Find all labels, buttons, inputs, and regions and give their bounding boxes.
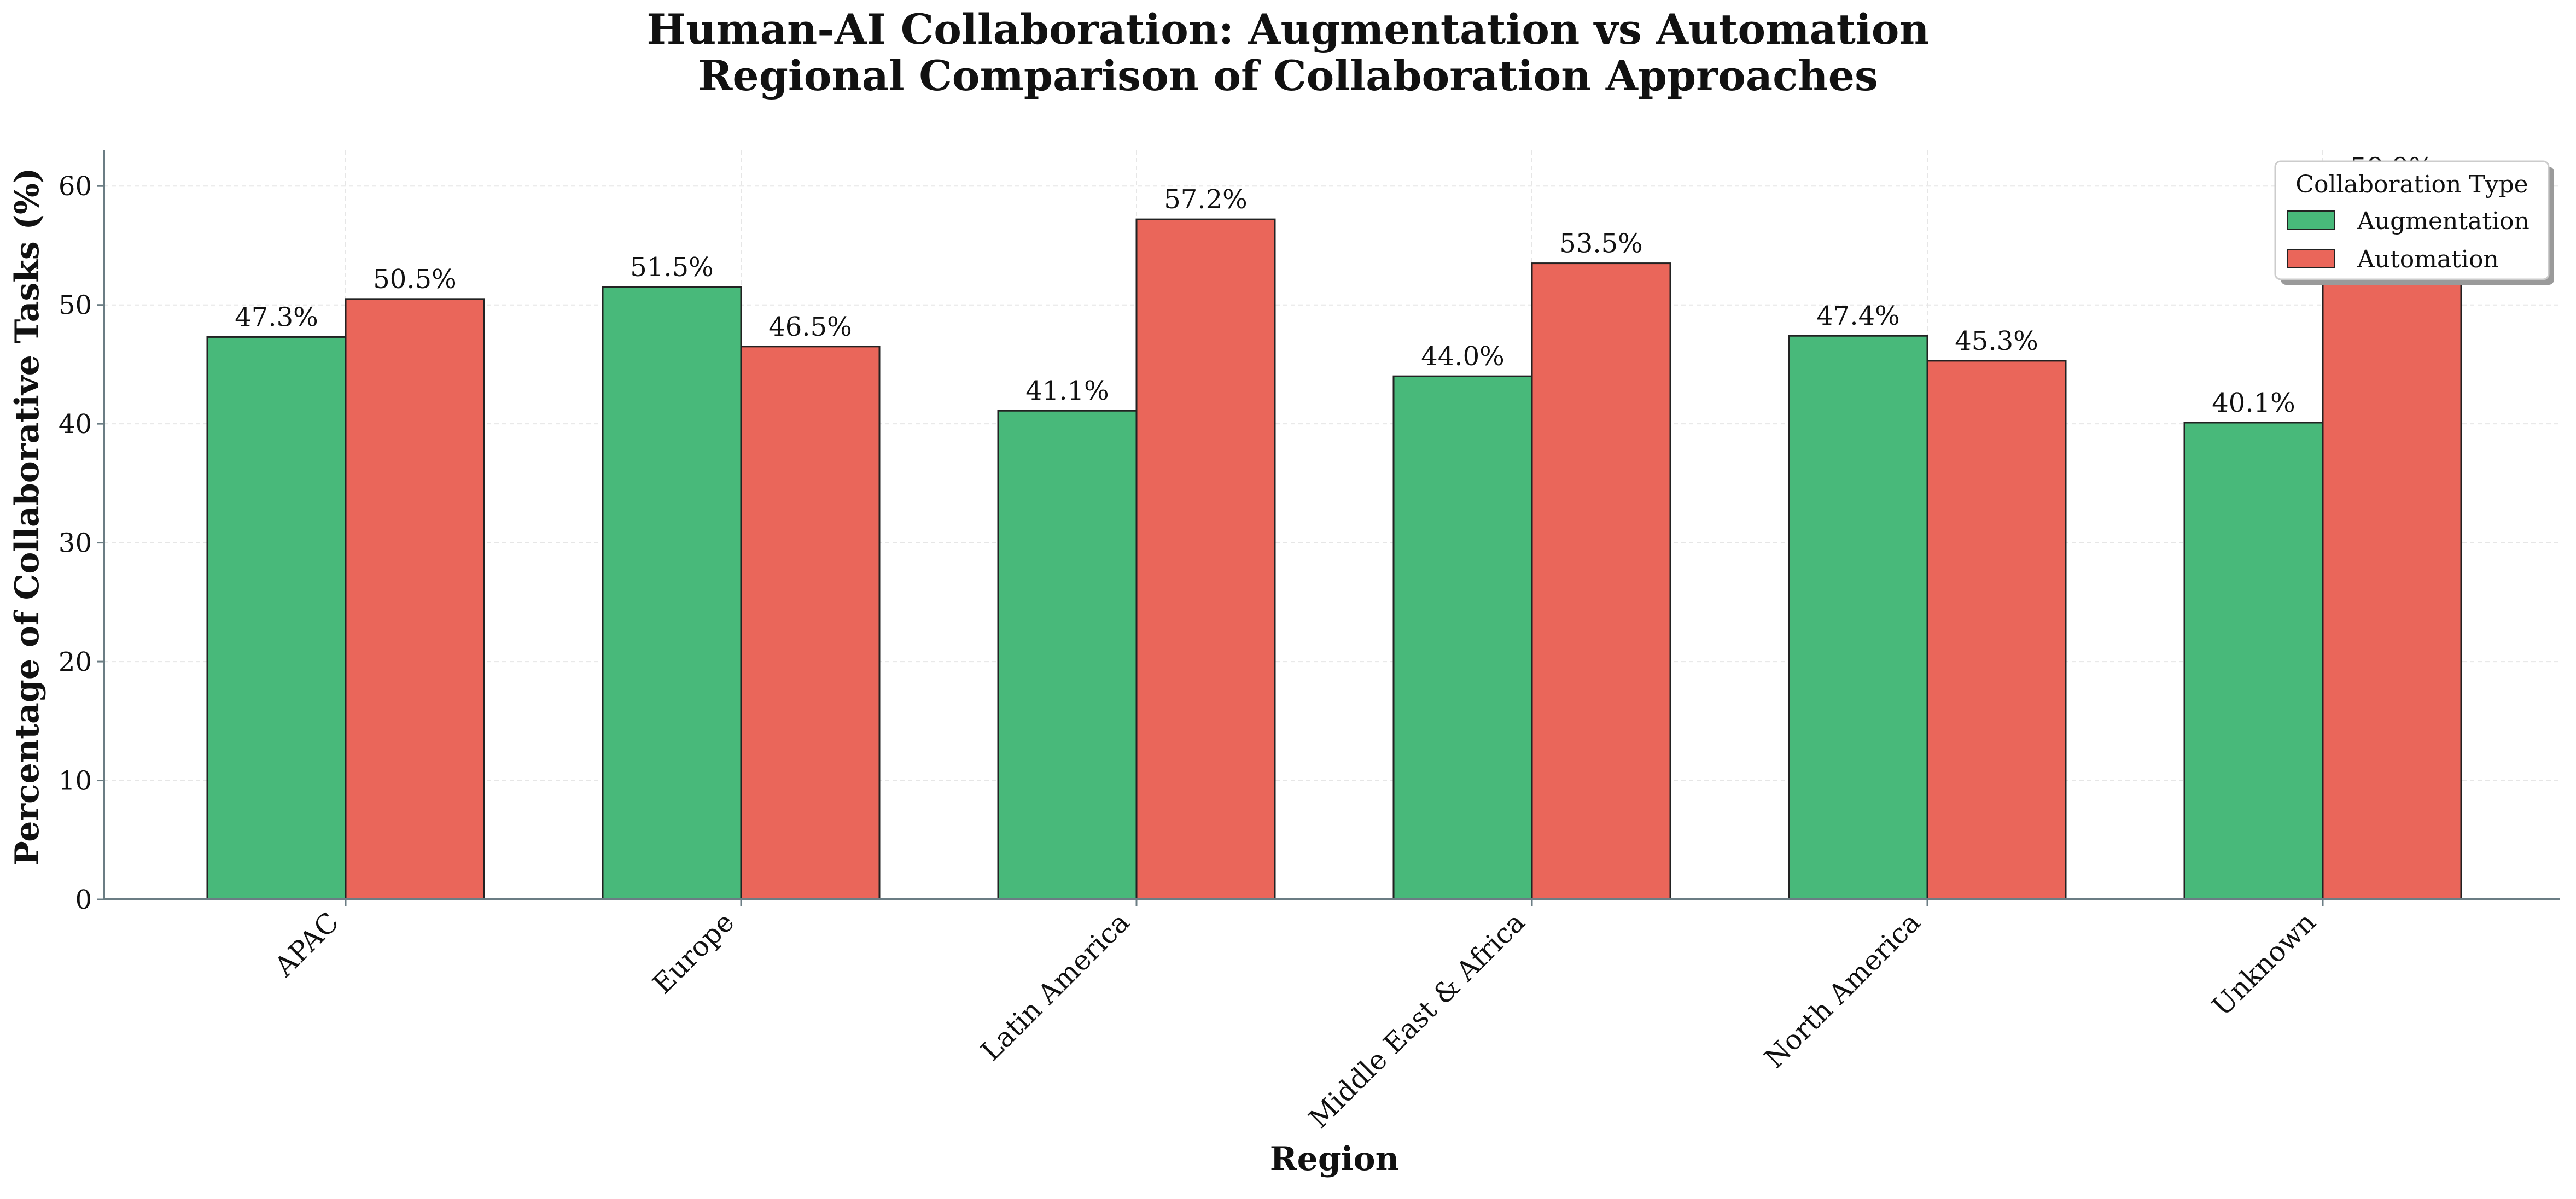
data-label: 41.1% — [1025, 376, 1109, 406]
bar-automation-north-america — [1926, 360, 2067, 900]
bar-augmentation-apac — [206, 336, 347, 900]
bar-augmentation-unknown — [2183, 422, 2324, 900]
chart-subtitle: Regional Comparison of Collaboration App… — [698, 51, 1878, 100]
legend-swatch-automation — [2287, 249, 2335, 268]
legend-label-automation: Automation — [2357, 245, 2499, 273]
bar-automation-unknown — [2322, 186, 2462, 900]
data-label: 53.5% — [1559, 229, 1642, 259]
y-tick-label: 50 — [59, 290, 92, 321]
y-tick-label: 10 — [59, 766, 92, 797]
data-label: 47.3% — [235, 302, 318, 332]
y-tick-label: 60 — [59, 171, 92, 202]
data-label: 50.5% — [373, 264, 456, 295]
bar-augmentation-europe — [602, 286, 742, 900]
bar-augmentation-north-america — [1788, 335, 1928, 900]
legend-title: Collaboration Type — [2295, 171, 2528, 198]
chart-title: Human-AI Collaboration: Augmentation vs … — [646, 5, 1929, 54]
data-label: 51.5% — [630, 252, 713, 283]
data-label: 47.4% — [1816, 301, 1899, 331]
y-tick-label: 0 — [75, 885, 92, 915]
bar-automation-latin-america — [1135, 218, 1276, 900]
y-tick-label: 40 — [59, 409, 92, 440]
data-label: 57.2% — [1164, 184, 1247, 215]
legend-frame — [2274, 160, 2550, 280]
y-axis-title: Percentage of Collaborative Tasks (%) — [8, 168, 46, 866]
bar-automation-middle-east-africa — [1531, 262, 1671, 900]
x-axis-title: Region — [1270, 1140, 1399, 1178]
data-label: 40.1% — [2212, 388, 2295, 418]
bar-augmentation-latin-america — [997, 410, 1138, 900]
data-labels: 47.3% 50.5% 51.5% 46.5% 41.1% 57.2% 44.0% 53.5%… — [235, 152, 2433, 418]
legend-label-augmentation: Augmentation — [2357, 207, 2530, 235]
bar-automation-apac — [345, 298, 485, 900]
bar-automation-europe — [740, 346, 881, 900]
legend-swatch-augmentation — [2287, 210, 2335, 230]
legend: Collaboration Type Augmentation Automati… — [2274, 160, 2554, 285]
y-tick-label: 20 — [59, 647, 92, 677]
data-label: 45.3% — [1955, 326, 2038, 356]
y-tick-label: 30 — [59, 528, 92, 559]
data-label: 44.0% — [1421, 341, 1504, 372]
bar-augmentation-middle-east-africa — [1392, 375, 1533, 900]
data-label: 46.5% — [768, 312, 852, 342]
bars — [206, 186, 2462, 900]
